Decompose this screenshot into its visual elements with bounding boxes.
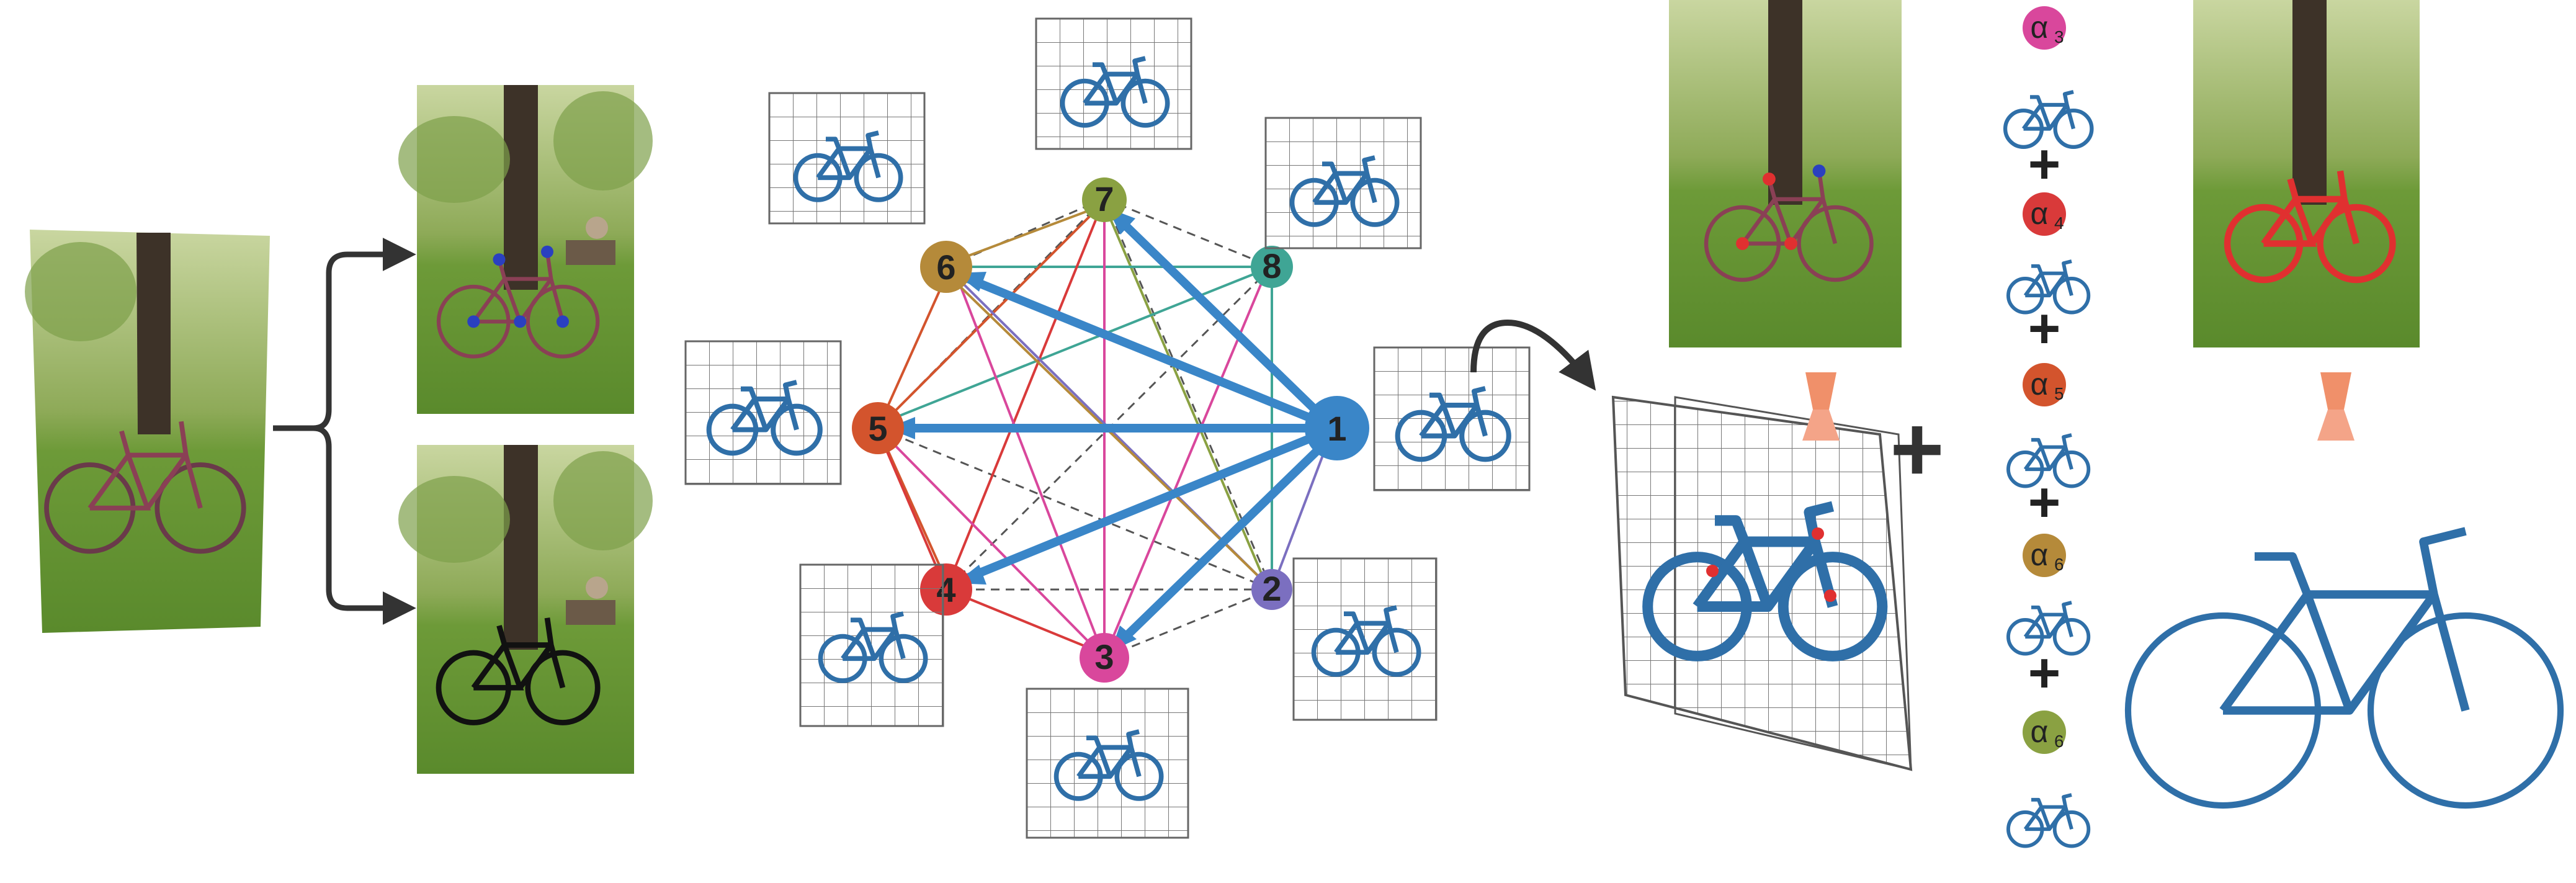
edge-1-6: [957, 272, 1332, 429]
svg-text:α: α: [2031, 714, 2049, 749]
node-7: 7: [1082, 177, 1127, 222]
svg-text:α: α: [2031, 537, 2049, 572]
edge-7-6: [955, 204, 1105, 262]
exemplar-model: [1292, 557, 1438, 721]
exemplar-models: [684, 17, 1531, 839]
exemplar-model: [1035, 17, 1192, 150]
cone-icon: [2317, 372, 2355, 441]
edge-1-3: [1112, 433, 1335, 650]
input-photo: [25, 230, 270, 633]
plus-sign: +: [1890, 397, 1944, 501]
svg-text:6: 6: [2054, 732, 2064, 751]
edge-1-4: [957, 427, 1332, 585]
svg-text:α: α: [2031, 367, 2049, 401]
result-overlay-photo: [2193, 0, 2420, 347]
curved-arrow-icon: [1470, 319, 1596, 391]
edge-8-5: [883, 266, 1272, 423]
edge-4-7: [945, 213, 1099, 590]
edge-1-7: [1109, 210, 1332, 426]
exemplar-graph: 1 2 3 4 5 6 7 8: [684, 17, 1531, 839]
svg-text:6: 6: [936, 248, 955, 287]
cone-icon: [1802, 372, 1840, 441]
svg-text:1: 1: [1327, 409, 1346, 448]
svg-text:3: 3: [2054, 27, 2064, 47]
node-2: 2: [1251, 569, 1292, 610]
edge-3-6: [954, 272, 1106, 658]
split-brace-arrow-icon: [273, 238, 416, 625]
svg-text:+: +: [2028, 298, 2061, 360]
deformable-model: [1611, 395, 1913, 771]
silhouette-photo: [398, 445, 653, 774]
node-5: 5: [852, 402, 904, 454]
svg-text:6: 6: [2054, 555, 2064, 574]
exemplar-model: [1264, 117, 1422, 249]
svg-text:2: 2: [1262, 569, 1281, 608]
edge-5-6: [877, 276, 947, 429]
node-3: 3: [1080, 633, 1129, 683]
exemplar-model: [799, 563, 944, 727]
bicycle-in-photo: [44, 421, 246, 554]
exemplar-model: [684, 340, 842, 485]
edge-5-7: [877, 210, 1096, 429]
svg-text:4: 4: [2054, 213, 2064, 233]
svg-text:+: +: [2028, 642, 2061, 704]
node-8: 8: [1251, 246, 1293, 288]
edge-5-4: [877, 428, 947, 581]
svg-text:3: 3: [1094, 637, 1114, 676]
svg-text:+: +: [2028, 133, 2061, 195]
edge-4-3: [946, 588, 1099, 653]
bicycle-model-icon: [2124, 527, 2564, 809]
svg-text:7: 7: [1094, 179, 1114, 218]
exemplar-model: [1373, 346, 1531, 491]
svg-text:8: 8: [1262, 246, 1281, 285]
svg-text:α: α: [2031, 10, 2049, 45]
exemplar-model: [768, 92, 926, 225]
svg-text:+: +: [2028, 472, 2061, 534]
keypoint-photo: [398, 85, 653, 414]
svg-text:5: 5: [2054, 384, 2064, 403]
node-1: 1: [1305, 396, 1369, 460]
exemplar-model: [1026, 688, 1189, 839]
fitted-keypoint-photo: [1669, 0, 1902, 347]
svg-text:α: α: [2031, 196, 2049, 231]
node-6: 6: [920, 241, 972, 293]
svg-text:5: 5: [868, 409, 887, 448]
edge-2-1: [1271, 434, 1332, 590]
edge-3-5: [883, 433, 1106, 659]
